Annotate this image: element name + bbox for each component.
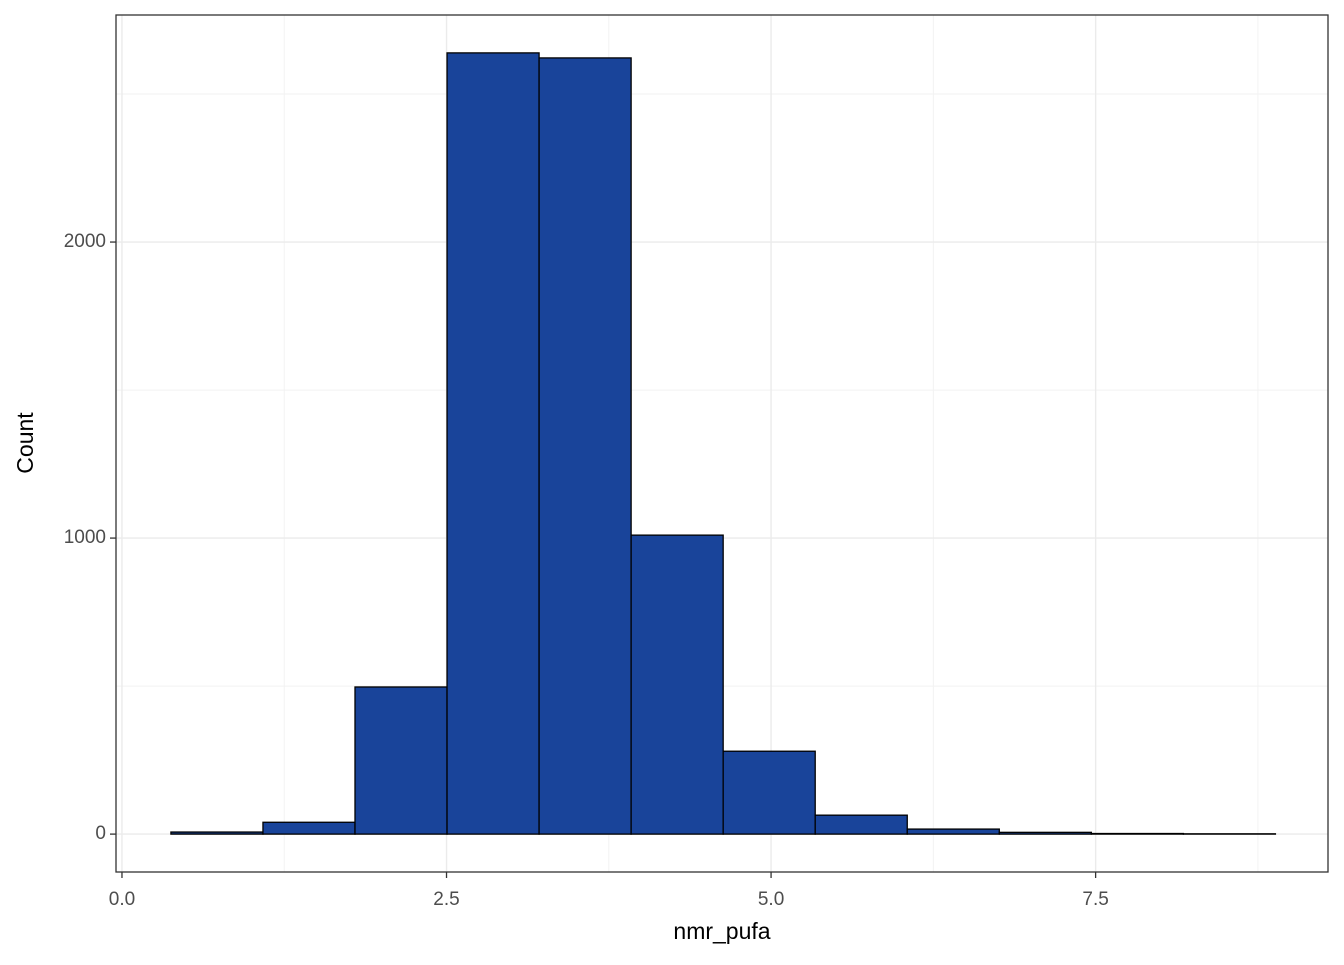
y-tick-label: 2000 <box>64 231 106 252</box>
bar <box>723 751 815 834</box>
y-tick-label: 1000 <box>64 527 106 548</box>
x-axis-title: nmr_pufa <box>673 918 770 944</box>
x-tick-label: 5.0 <box>758 889 784 910</box>
bar <box>815 815 907 834</box>
bar <box>263 822 355 834</box>
bar <box>355 687 447 834</box>
y-axis-title: Count <box>12 412 38 474</box>
bar <box>171 832 263 834</box>
bar <box>907 829 999 834</box>
bar <box>1091 834 1183 835</box>
y-tick-label: 0 <box>95 823 106 844</box>
bar <box>539 58 631 834</box>
x-tick-label: 2.5 <box>433 889 459 910</box>
x-tick-label: 7.5 <box>1082 889 1108 910</box>
bar <box>631 535 723 834</box>
x-tick-label: 0.0 <box>109 889 135 910</box>
bar <box>999 832 1091 834</box>
bar <box>447 53 539 834</box>
